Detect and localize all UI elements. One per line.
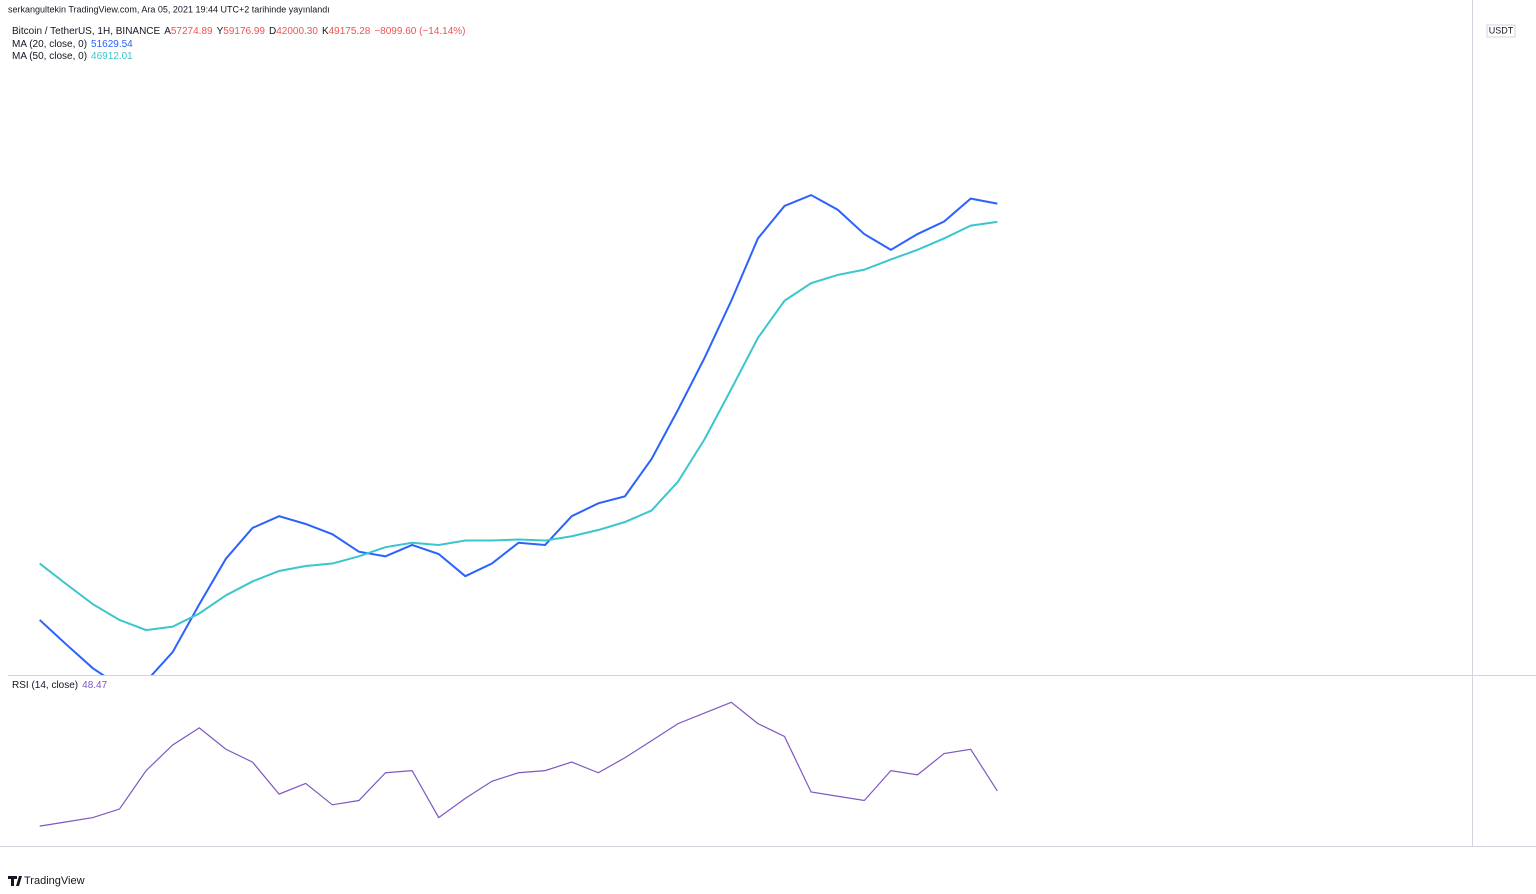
currency-box <box>1486 24 1516 38</box>
rsi-value: 48.47 <box>82 680 107 691</box>
ohlc-value: 49175.28 <box>329 26 371 37</box>
ohlc-label: A <box>164 26 171 37</box>
ma-name: MA (20, close, 0) <box>12 39 87 50</box>
brand: TradingView <box>24 875 85 887</box>
ohlc-value: 59176.99 <box>223 26 265 37</box>
ohlc: A57274.89 Y59176.99 D42000.30 K49175.28 <box>164 26 371 37</box>
rsi-title: RSI (14, close) <box>12 680 78 691</box>
price-pane <box>39 193 998 675</box>
rsi-pane <box>39 701 998 827</box>
change: −8099.60 (−14.14%) <box>374 26 465 37</box>
line-series <box>39 193 998 675</box>
currency: USDT <box>1489 25 1514 35</box>
ohlc-label: Y <box>217 26 224 37</box>
rsi-legend: RSI (14, close) 48.47 <box>12 680 108 691</box>
ma-value: 46912.01 <box>91 51 133 62</box>
published-note: serkangultekin TradingView.com, Ara 05, … <box>8 4 330 14</box>
ma-name: MA (50, close, 0) <box>12 51 87 62</box>
ma-value: 51629.54 <box>91 39 133 50</box>
rsi-group <box>39 701 998 827</box>
ohlc-label: K <box>322 26 329 37</box>
ohlc-value: 57274.89 <box>171 26 213 37</box>
ma-legend: MA (20, close, 0) 51629.54 MA (50, close, … <box>12 39 133 62</box>
ohlc-label: D <box>269 26 276 37</box>
line-series <box>39 220 998 632</box>
ohlc-value: 42000.30 <box>276 26 318 37</box>
symbol: Bitcoin / TetherUS, 1H, BINANCE <box>12 26 161 37</box>
symbol-legend: Bitcoin / TetherUS, 1H, BINANCE A57274.89… <box>12 26 466 37</box>
line-series <box>39 701 998 827</box>
brand-logo <box>8 876 22 886</box>
